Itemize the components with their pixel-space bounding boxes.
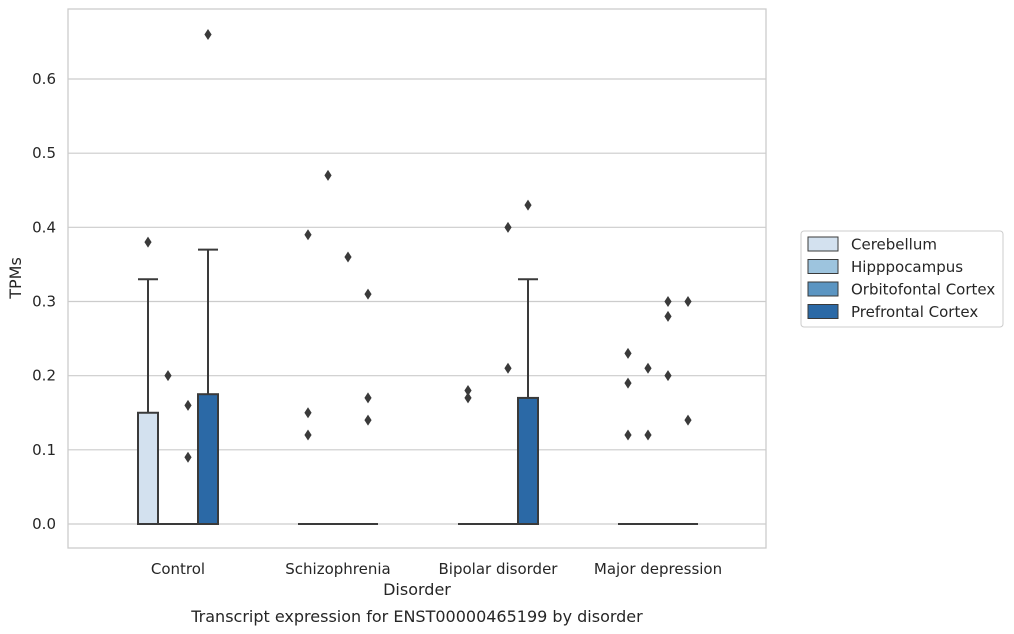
x-tick-label: Bipolar disorder	[439, 560, 559, 578]
outlier-point	[364, 414, 372, 426]
x-tick-label: Control	[151, 560, 205, 578]
x-tick-label: Major depression	[594, 560, 722, 578]
outlier-point	[644, 362, 652, 374]
outlier-point	[464, 392, 472, 404]
box	[197, 393, 219, 526]
x-tick-label: Schizophrenia	[285, 560, 390, 578]
chart-title: Transcript expression for ENST0000046519…	[190, 607, 643, 626]
y-tick-labels: 0.0 0.1 0.2 0.3 0.4 0.5 0.6	[32, 70, 56, 533]
plot-frame	[67, 8, 767, 549]
outlier-point	[624, 429, 632, 441]
outlier-point	[664, 296, 672, 307]
outlier-point	[304, 429, 312, 441]
plot-background	[68, 9, 766, 548]
legend-swatch	[807, 236, 839, 252]
plot-boxes	[137, 248, 698, 526]
outlier-point	[524, 199, 532, 211]
x-tick-labels: Control Schizophrenia Bipolar disorder Majo…	[151, 560, 722, 578]
box	[517, 396, 539, 525]
y-tick-label: 0.2	[32, 367, 56, 385]
legend-label: Cerebellum	[851, 236, 937, 254]
outlier-point	[324, 169, 332, 181]
outlier-point	[164, 370, 172, 382]
y-tick-label: 0.3	[32, 293, 56, 311]
outlier-point	[624, 377, 632, 389]
legend-swatch	[807, 281, 839, 297]
outlier-point	[364, 392, 372, 404]
outlier-point	[304, 229, 312, 241]
legend-swatch	[807, 259, 839, 274]
outlier-point	[184, 399, 192, 411]
y-tick-label: 0.4	[32, 218, 56, 236]
y-axis-title: TPMs	[6, 257, 25, 300]
outlier-point	[624, 347, 632, 359]
outlier-point	[664, 370, 672, 382]
outlier-point	[204, 29, 212, 40]
legend: Cerebellum Hipppocampus Orbitofontal Corte…	[800, 230, 1004, 328]
legend-frame	[800, 230, 1004, 328]
outlier-point	[184, 451, 192, 463]
outlier-point	[664, 310, 672, 322]
y-tick-label: 0.5	[32, 144, 56, 162]
outlier-point	[304, 407, 312, 419]
box	[137, 411, 159, 525]
legend-label: Prefrontal Cortex	[851, 303, 978, 321]
outlier-point	[504, 362, 512, 374]
outlier-point	[144, 236, 152, 248]
outlier-point	[684, 296, 692, 307]
plot-outliers	[144, 29, 692, 463]
y-tick-label: 0.1	[32, 441, 56, 459]
outlier-point	[684, 414, 692, 426]
y-tick-label: 0.0	[32, 515, 56, 533]
legend-label: Orbitofontal Cortex	[851, 281, 995, 299]
outlier-point	[644, 429, 652, 441]
legend-label: Hipppocampus	[851, 258, 963, 276]
outlier-point	[344, 251, 352, 263]
outlier-point	[464, 385, 472, 396]
legend-swatch	[807, 304, 839, 319]
y-tick-label: 0.6	[32, 70, 56, 88]
x-axis-title: Disorder	[383, 580, 451, 599]
outlier-point	[504, 221, 512, 233]
outlier-point	[364, 288, 372, 300]
grid-lines	[68, 78, 766, 525]
